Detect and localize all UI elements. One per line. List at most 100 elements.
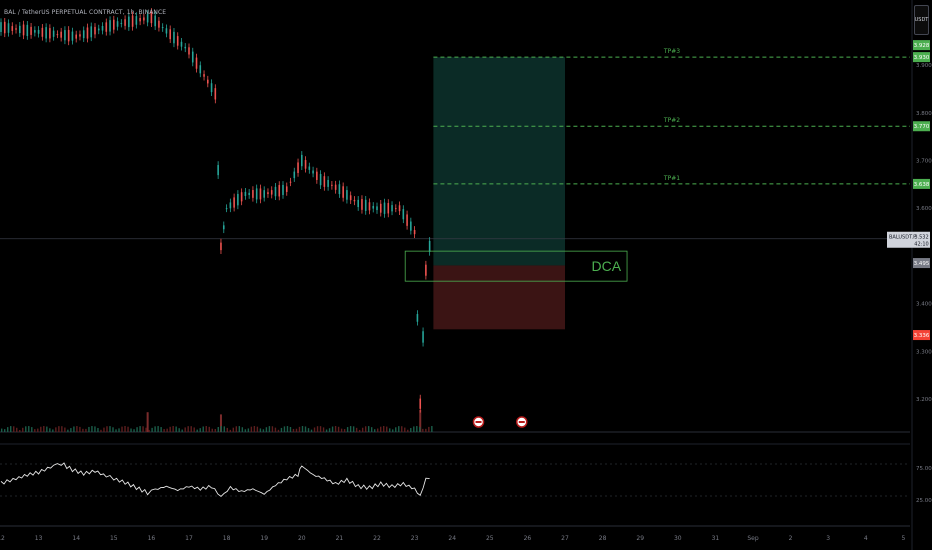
candle-body	[416, 314, 419, 322]
volume-bar	[146, 412, 149, 432]
price-axis[interactable]: 3.900 3.800 3.700 3.600 3.400 3.300 3.200 3.930…	[887, 40, 932, 504]
volume-bar	[241, 427, 244, 432]
dca-label: DCA	[591, 258, 621, 274]
volume-bar	[85, 428, 87, 432]
candle-body	[244, 191, 247, 196]
volume-bar	[389, 428, 391, 432]
candle-body	[146, 14, 149, 23]
loss-zone	[433, 265, 565, 330]
volume-bar	[55, 427, 57, 432]
candle-body	[124, 19, 126, 26]
time-tick-label: 18	[223, 535, 231, 542]
candle-body	[327, 179, 329, 187]
candle-body	[184, 46, 187, 49]
time-tick-label: 19	[260, 535, 268, 542]
time-tick-label: 15	[110, 535, 118, 542]
candle-body	[75, 34, 77, 39]
volume-bar	[163, 429, 165, 432]
volume-bar	[392, 429, 394, 432]
volume-bar	[166, 428, 168, 432]
volume-bar	[422, 428, 424, 432]
volume-bar	[169, 426, 171, 432]
volume-bar	[310, 429, 313, 432]
volume-bar	[325, 429, 328, 432]
time-tick-label: 16	[148, 535, 156, 542]
candle-body	[214, 88, 217, 100]
volume-bar	[259, 428, 262, 432]
price-tick-label: 3.300	[916, 349, 932, 355]
time-tick-label: 25	[486, 535, 494, 542]
candle-body	[7, 23, 10, 33]
candle-body	[293, 171, 296, 179]
volume-bar	[28, 426, 30, 432]
candle-body	[282, 184, 284, 195]
level-badge	[913, 40, 930, 51]
volume-bar	[219, 414, 222, 432]
volume-bar	[373, 429, 376, 432]
time-tick-label: 14	[72, 535, 80, 542]
time-axis[interactable]: 1213141516171819202122232425262728293031…	[0, 535, 905, 542]
candle-body	[331, 184, 333, 186]
volume-bar	[410, 428, 412, 432]
rsi-tick-label: 75.00	[916, 466, 932, 472]
volume-bar	[349, 426, 352, 432]
candle-body	[116, 21, 119, 27]
candle-body	[312, 170, 314, 174]
candle-body	[0, 22, 2, 32]
volume-bar	[419, 410, 422, 432]
volume-bar	[91, 426, 93, 432]
candle-body	[203, 74, 205, 77]
level-badge	[913, 178, 930, 189]
time-tick-label: 2	[789, 535, 793, 542]
candle-body	[346, 190, 348, 200]
candle-body	[158, 20, 160, 28]
candle-body	[45, 27, 47, 39]
volume-bar	[136, 427, 138, 432]
candle-body	[248, 192, 250, 196]
volume-bar	[121, 426, 123, 432]
candle-body	[154, 15, 156, 27]
volume-bar	[94, 426, 96, 432]
candle-body	[225, 208, 228, 210]
candle-body	[342, 186, 344, 198]
candle-body	[387, 203, 390, 214]
time-tick-label: 23	[411, 535, 419, 542]
volume-bar	[364, 426, 367, 432]
price-tick-label: 3.900	[916, 63, 932, 69]
candle-body	[22, 24, 25, 36]
candle-body	[19, 25, 21, 34]
volume-bar	[235, 426, 238, 432]
volume-bar	[118, 428, 120, 432]
time-tick-label: 29	[636, 535, 644, 542]
long-position-tool[interactable]	[433, 57, 565, 330]
take-profit-levels[interactable]: TP#3 TP#2 TP#1	[0, 48, 910, 240]
volume-bar	[160, 427, 162, 432]
candle-body	[304, 160, 307, 169]
time-tick-label: 20	[298, 535, 306, 542]
candle-body	[361, 199, 363, 210]
currency-label: USDT	[914, 17, 929, 23]
event-marker-glyph	[475, 421, 482, 423]
candle-body	[113, 19, 115, 30]
volume-bar	[367, 426, 370, 432]
event-markers[interactable]	[472, 416, 528, 428]
volume-bar	[67, 429, 69, 432]
volume-bar	[298, 426, 301, 432]
volume-bar	[22, 427, 24, 432]
candle-body	[364, 199, 367, 211]
volume-bar	[61, 426, 63, 432]
time-tick-label: 22	[373, 535, 381, 542]
currency-badge[interactable]: USDT	[914, 5, 929, 35]
candle-body	[217, 165, 219, 176]
volume-bar	[196, 429, 198, 432]
volume-bar	[253, 426, 256, 432]
level-badge	[913, 52, 930, 63]
dca-box[interactable]: DCA	[404, 250, 628, 282]
current-price-symbol: BALUSDT.P	[889, 235, 916, 241]
candle-body	[274, 186, 277, 197]
candle-body	[376, 206, 378, 211]
candle-body	[3, 21, 6, 34]
volume-bar	[337, 426, 340, 432]
candle-body	[37, 29, 40, 34]
